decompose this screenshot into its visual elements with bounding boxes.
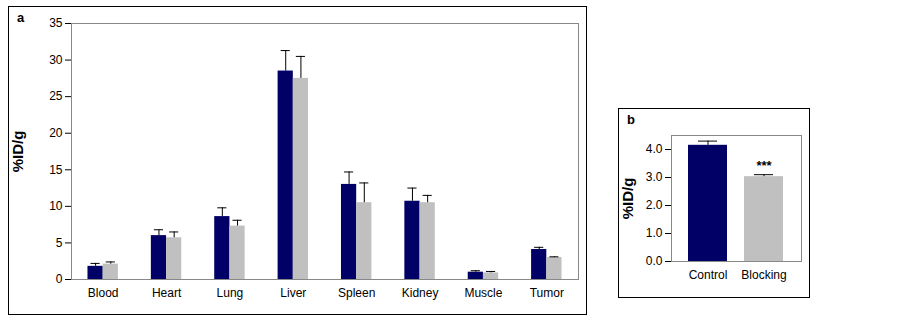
html-text:b: b xyxy=(627,112,635,127)
svg-text:***: *** xyxy=(756,158,772,173)
svg-text:Control: Control xyxy=(689,268,728,282)
html-text:a: a xyxy=(17,10,25,25)
svg-text:4.0: 4.0 xyxy=(646,142,663,156)
svg-text:%ID/g: %ID/g xyxy=(9,131,26,173)
svg-text:Spleen: Spleen xyxy=(338,286,375,300)
svg-text:15: 15 xyxy=(49,163,63,177)
svg-text:Kidney: Kidney xyxy=(402,286,439,300)
svg-text:0: 0 xyxy=(56,272,63,286)
svg-text:5: 5 xyxy=(56,236,63,250)
svg-text:Tumor: Tumor xyxy=(530,286,564,300)
svg-text:Liver: Liver xyxy=(280,286,306,300)
svg-text:3.0: 3.0 xyxy=(646,170,663,184)
svg-text:10: 10 xyxy=(49,199,63,213)
svg-text:Lung: Lung xyxy=(217,286,244,300)
svg-text:Blood: Blood xyxy=(88,286,119,300)
svg-text:30: 30 xyxy=(49,53,63,67)
svg-text:Muscle: Muscle xyxy=(464,286,502,300)
svg-text:25: 25 xyxy=(49,89,63,103)
svg-text:2.0: 2.0 xyxy=(646,198,663,212)
svg-text:0.0: 0.0 xyxy=(646,254,663,268)
svg-text:%ID/g: %ID/g xyxy=(619,178,636,220)
svg-text:20: 20 xyxy=(49,126,63,140)
svg-text:Blocking: Blocking xyxy=(741,268,786,282)
svg-text:1.0: 1.0 xyxy=(646,226,663,240)
svg-text:35: 35 xyxy=(49,16,63,30)
svg-text:Heart: Heart xyxy=(152,286,182,300)
